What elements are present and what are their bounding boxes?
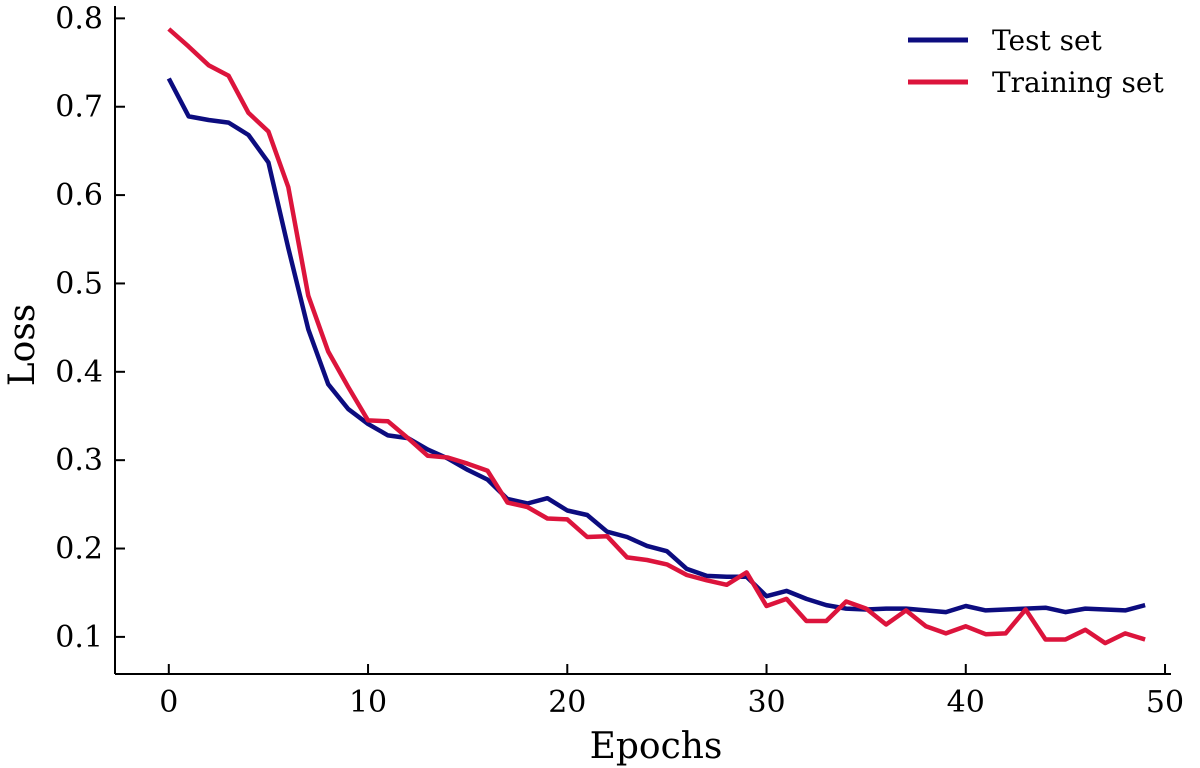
- y-tick-label: 0.7: [55, 90, 103, 125]
- series-line-test-set: [166, 77, 1146, 615]
- x-tick-label: 10: [349, 685, 387, 720]
- x-tick-label: 0: [159, 685, 178, 720]
- y-tick-label: 0.1: [55, 620, 103, 655]
- axes: [114, 6, 1171, 675]
- y-tick-label: 0.8: [55, 1, 103, 36]
- y-axis-title: Loss: [2, 304, 43, 387]
- x-tick-label: 20: [548, 685, 586, 720]
- legend-label-training-set: Training set: [992, 66, 1164, 99]
- plot-area: [166, 27, 1146, 646]
- y-tick-label: 0.3: [55, 443, 103, 478]
- y-tick-label: 0.6: [55, 178, 103, 213]
- x-ticks: 0 10 20 30 40 50: [159, 664, 1184, 720]
- x-axis-title: Epochs: [590, 726, 723, 767]
- legend-label-test-set: Test set: [992, 24, 1103, 57]
- x-tick-label: 40: [947, 685, 985, 720]
- y-tick-label: 0.2: [55, 532, 103, 567]
- legend: Test set Training set: [908, 24, 1164, 99]
- y-tick-label: 0.5: [55, 266, 103, 301]
- y-tick-label: 0.4: [55, 355, 103, 390]
- x-tick-label: 50: [1146, 685, 1184, 720]
- x-tick-label: 30: [747, 685, 785, 720]
- series-line-training-set: [167, 27, 1146, 646]
- y-ticks: 0.1 0.2 0.3 0.4 0.5 0.6 0.7 0.8: [55, 1, 125, 655]
